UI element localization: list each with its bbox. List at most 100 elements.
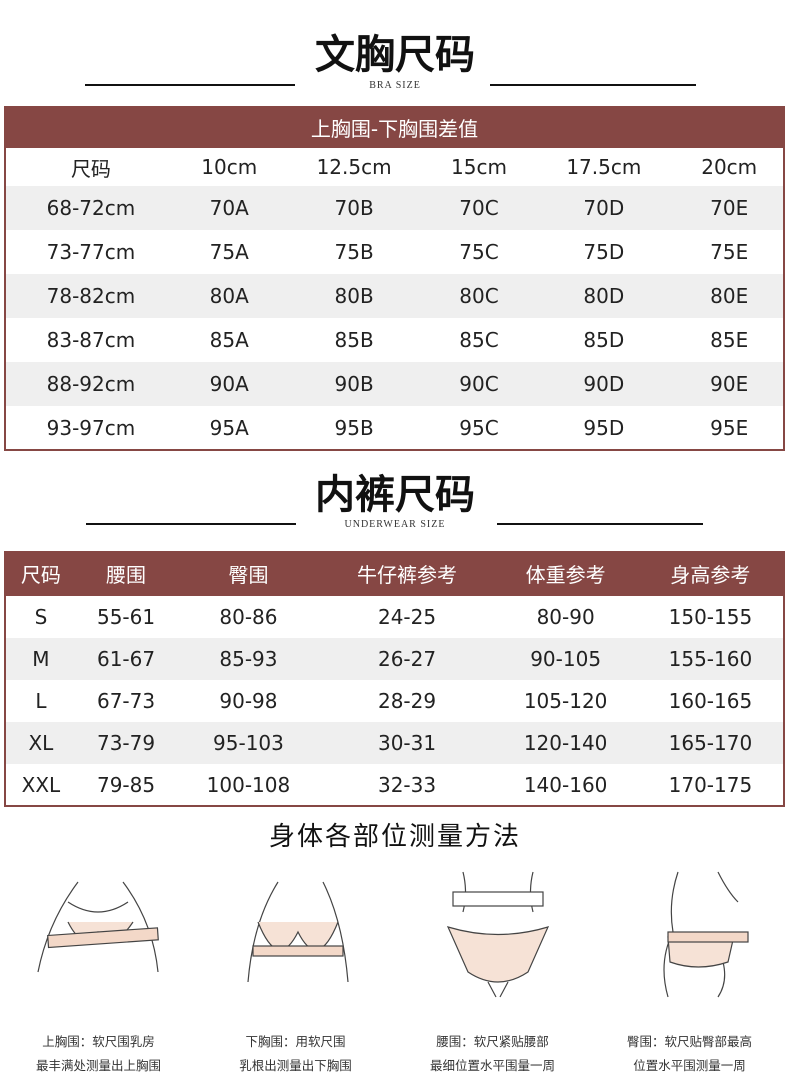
caption-line: 腰围：软尺紧贴腰部 [436,1034,549,1049]
waist-illustration [446,871,550,998]
bra-size-table: 上胸围-下胸围差值 尺码 10cm 12.5cm 15cm 17.5cm 20cm 68-… [4,106,785,451]
table-cell: 83-87cm [46,328,136,352]
divider [490,84,696,86]
table-cell: 70A [175,186,283,230]
column-header: 20cm [701,155,758,179]
caption-line: 下胸围：用软尺围 [245,1034,346,1049]
table-cell: 90D [532,362,676,406]
table-cell: 75C [459,240,499,264]
column-header: 尺码 [20,563,61,587]
table-cell: 95E [710,415,749,440]
table-row: XL 73-79 95-103 30-31 120-140 165-170 [5,722,784,764]
table-cell: 79-85 [96,772,156,797]
column-header: 身高参考 [670,563,751,587]
divider [86,523,296,525]
table-cell: 55-61 [96,605,156,629]
divider [85,84,295,86]
table-cell: L [35,689,47,713]
table-cell: 120-140 [493,722,638,764]
table-cell: 75E [710,240,749,264]
table-cell: 155-160 [637,638,784,680]
column-header: 臀围 [228,563,269,587]
table-cell: 90C [425,362,533,406]
table-cell: 80-86 [219,605,278,629]
table-cell: 165-170 [637,722,784,764]
table-row: XXL 79-85 100-108 32-33 140-160 170-175 [5,764,784,806]
table-cell: 90E [675,362,784,406]
underwear-header-row: 尺码 腰围 臀围 牛仔裤参考 体重参考 身高参考 [5,551,784,596]
table-cell: 30-31 [320,722,494,764]
table-cell: 170-175 [668,772,753,797]
table-cell: 105-120 [523,689,608,713]
caption-line: 臀围：软尺贴臀部最高 [626,1034,752,1049]
table-cell: 95D [583,415,625,440]
table-cell: 75A [209,240,249,264]
table-row: M 61-67 85-93 26-27 90-105 155-160 [5,638,784,680]
measure-caption: 下胸围：用软尺围 乳根出测量出下胸围 [197,1030,394,1076]
table-cell: 80C [425,274,533,318]
bra-size-subtitle: BRA SIZE [369,80,421,91]
table-cell: XL [5,722,76,764]
table-cell: 80A [175,274,283,318]
table-row: 83-87cm 85A 85B 85C 85D 85E [5,318,784,362]
table-cell: 70B [282,186,426,230]
table-cell: 80D [532,274,676,318]
table-cell: 95C [459,415,499,440]
underwear-size-title: 内裤尺码 [315,471,475,518]
table-row: 68-72cm 70A 70B 70C 70D 70E [5,186,784,230]
column-header: 体重参考 [525,563,606,587]
bra-size-title: 文胸尺码 [315,31,475,78]
measure-caption: 腰围：软尺紧贴腰部 最细位置水平围量一周 [394,1030,591,1076]
table-cell: 85B [334,328,374,352]
table-row: 78-82cm 80A 80B 80C 80D 80E [5,274,784,318]
table-cell: S [34,605,48,629]
table-row: 73-77cm 75A 75B 75C 75D 75E [5,230,784,274]
table-cell: 61-67 [75,638,177,680]
table-cell: 85-93 [176,638,321,680]
bra-band-header: 上胸围-下胸围差值 [310,116,479,141]
measure-caption: 臀围：软尺贴臀部最高 位置水平围测量一周 [591,1030,788,1076]
underwear-size-table: 尺码 腰围 臀围 牛仔裤参考 体重参考 身高参考 S 55-61 80-86 24-25 80-9… [4,551,785,807]
table-cell: 85A [209,328,249,352]
table-cell: 90A [175,362,283,406]
divider [497,523,703,525]
table-cell: 67-73 [96,689,156,713]
table-cell: 26-27 [320,638,494,680]
column-header: 尺码 [70,156,111,181]
table-cell: 100-108 [206,772,291,797]
table-row: L 67-73 90-98 28-29 105-120 160-165 [5,680,784,722]
table-cell: 88-92cm [5,362,176,406]
caption-line: 最丰满处测量出上胸围 [35,1058,161,1073]
table-cell: 80-90 [536,605,595,629]
table-cell: 80E [675,274,784,318]
caption-line: 上胸围：软尺围乳房 [42,1034,155,1049]
table-cell: 90-98 [219,689,278,713]
table-row: S 55-61 80-86 24-25 80-90 150-155 [5,596,784,638]
column-header: 17.5cm [566,155,642,179]
table-cell: 160-165 [668,689,753,713]
table-row: 88-92cm 90A 90B 90C 90D 90E [5,362,784,406]
upper-bust-illustration [37,881,159,973]
caption-line: 乳根出测量出下胸围 [239,1058,352,1073]
table-cell: 90-105 [493,638,638,680]
column-header: 10cm [201,155,258,179]
table-row: 93-97cm 95A 95B 95C 95D 95E [5,406,784,450]
table-cell: 85E [710,328,749,352]
table-cell: 93-97cm [46,415,136,440]
table-cell: XXL [21,772,61,797]
table-cell: 75D [583,240,625,264]
table-cell: M [5,638,76,680]
table-cell: 73-77cm [46,240,136,264]
bra-header-row: 尺码 10cm 12.5cm 15cm 17.5cm 20cm [5,148,784,186]
underwear-size-subtitle: UNDERWEAR SIZE [344,519,446,530]
under-bust-illustration [247,881,349,983]
measure-title: 身体各部位测量方法 [268,822,521,852]
table-cell: 75B [334,240,374,264]
column-header: 12.5cm [316,155,392,179]
caption-line: 位置水平围测量一周 [633,1058,746,1073]
table-cell: 140-160 [523,772,608,797]
table-cell: 80B [282,274,426,318]
column-header: 腰围 [106,563,147,587]
table-cell: 95-103 [176,722,321,764]
